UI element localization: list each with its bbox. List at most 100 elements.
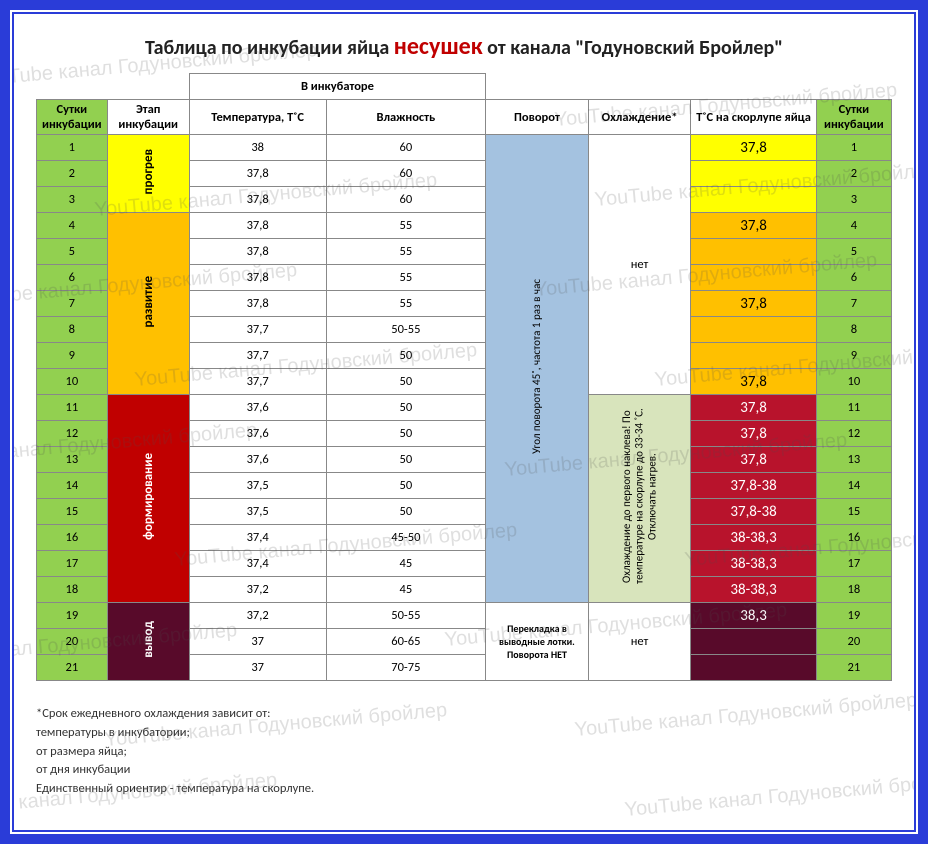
shell-temp-cell: 38,3 bbox=[691, 603, 816, 629]
temperature-cell: 37,6 bbox=[189, 447, 326, 473]
humidity-cell: 60 bbox=[326, 135, 486, 161]
shell-temp-cell bbox=[691, 187, 816, 213]
day-cell: 4 bbox=[37, 213, 108, 239]
header-humidity: Влажность bbox=[326, 100, 486, 135]
temperature-cell: 37 bbox=[189, 629, 326, 655]
turn-hatch-cell: Перекладка в выводные лотки. Поворота НЕ… bbox=[486, 603, 589, 681]
day-cell: 9 bbox=[37, 343, 108, 369]
temperature-cell: 37,8 bbox=[189, 161, 326, 187]
day-cell-right: 10 bbox=[816, 369, 891, 395]
cooling-cell: нет bbox=[588, 603, 691, 681]
temperature-cell: 37,8 bbox=[189, 187, 326, 213]
day-cell-right: 20 bbox=[816, 629, 891, 655]
day-cell: 2 bbox=[37, 161, 108, 187]
day-cell: 21 bbox=[37, 655, 108, 681]
header-days-right: Сутки инкубации bbox=[816, 100, 891, 135]
day-cell: 13 bbox=[37, 447, 108, 473]
table-row: 19вывод37,250-55Перекладка в выводные ло… bbox=[37, 603, 892, 629]
shell-temp-cell: 37,8-38 bbox=[691, 473, 816, 499]
temperature-cell: 37 bbox=[189, 655, 326, 681]
humidity-cell: 55 bbox=[326, 265, 486, 291]
day-cell-right: 21 bbox=[816, 655, 891, 681]
shell-temp-cell: 37,8 bbox=[691, 447, 816, 473]
day-cell-right: 14 bbox=[816, 473, 891, 499]
humidity-cell: 60-65 bbox=[326, 629, 486, 655]
day-cell-right: 1 bbox=[816, 135, 891, 161]
day-cell: 17 bbox=[37, 551, 108, 577]
page-title: Таблица по инкубации яйца несушек от кан… bbox=[36, 32, 892, 61]
temperature-cell: 37,6 bbox=[189, 395, 326, 421]
day-cell-right: 11 bbox=[816, 395, 891, 421]
header-shell-temp: Т˚С на скорлупе яйца bbox=[691, 100, 816, 135]
temperature-cell: 37,2 bbox=[189, 577, 326, 603]
header-cooling: Охлаждение* bbox=[588, 100, 691, 135]
footnote-line: температуры в инкубатории; bbox=[36, 724, 892, 743]
day-cell-right: 17 bbox=[816, 551, 891, 577]
header-turn: Поворот bbox=[486, 100, 589, 135]
footnote-line: от размера яйца; bbox=[36, 743, 892, 762]
shell-temp-cell bbox=[691, 265, 816, 291]
humidity-cell: 55 bbox=[326, 239, 486, 265]
footnote-line: *Срок ежедневного охлаждения зависит от: bbox=[36, 705, 892, 724]
day-cell: 7 bbox=[37, 291, 108, 317]
shell-temp-cell: 37,8-38 bbox=[691, 499, 816, 525]
shell-temp-cell: 37,8 bbox=[691, 213, 816, 239]
day-cell-right: 9 bbox=[816, 343, 891, 369]
day-cell-right: 19 bbox=[816, 603, 891, 629]
stage-cell: вывод bbox=[107, 603, 189, 681]
temperature-cell: 37,4 bbox=[189, 525, 326, 551]
humidity-cell: 55 bbox=[326, 291, 486, 317]
temperature-cell: 37,5 bbox=[189, 473, 326, 499]
turn-cell: Угол поворота 45˚, частота 1 раз в час bbox=[486, 135, 589, 603]
day-cell-right: 16 bbox=[816, 525, 891, 551]
day-cell-right: 4 bbox=[816, 213, 891, 239]
day-cell: 11 bbox=[37, 395, 108, 421]
day-cell: 6 bbox=[37, 265, 108, 291]
stage-cell: прогрев bbox=[107, 135, 189, 213]
humidity-cell: 45-50 bbox=[326, 525, 486, 551]
temperature-cell: 37,8 bbox=[189, 291, 326, 317]
day-cell: 8 bbox=[37, 317, 108, 343]
shell-temp-cell: 38-38,3 bbox=[691, 577, 816, 603]
temperature-cell: 37,8 bbox=[189, 213, 326, 239]
shell-temp-cell: 38-38,3 bbox=[691, 525, 816, 551]
footnote-line: от дня инкубации bbox=[36, 761, 892, 780]
temperature-cell: 37,7 bbox=[189, 317, 326, 343]
day-cell: 5 bbox=[37, 239, 108, 265]
humidity-cell: 50 bbox=[326, 499, 486, 525]
temperature-cell: 37,7 bbox=[189, 343, 326, 369]
humidity-cell: 50 bbox=[326, 369, 486, 395]
table-row: 4развитие37,85537,84 bbox=[37, 213, 892, 239]
incubation-table: В инкубаторе Сутки инкубации Этап инкуба… bbox=[36, 73, 892, 681]
humidity-cell: 50 bbox=[326, 395, 486, 421]
shell-temp-cell bbox=[691, 161, 816, 187]
title-pre: Таблица по инкубации яйца bbox=[145, 36, 394, 60]
day-cell-right: 12 bbox=[816, 421, 891, 447]
header-incubator: В инкубаторе bbox=[189, 74, 485, 100]
shell-temp-cell: 37,8 bbox=[691, 291, 816, 317]
temperature-cell: 37,7 bbox=[189, 369, 326, 395]
day-cell-right: 15 bbox=[816, 499, 891, 525]
humidity-cell: 50 bbox=[326, 421, 486, 447]
header-stage: Этап инкубации bbox=[107, 100, 189, 135]
day-cell: 20 bbox=[37, 629, 108, 655]
day-cell: 15 bbox=[37, 499, 108, 525]
table-row: 11формирование37,650Охлаждение до первог… bbox=[37, 395, 892, 421]
humidity-cell: 50 bbox=[326, 473, 486, 499]
shell-temp-cell: 37,8 bbox=[691, 421, 816, 447]
temperature-cell: 37,4 bbox=[189, 551, 326, 577]
day-cell-right: 7 bbox=[816, 291, 891, 317]
stage-cell: формирование bbox=[107, 395, 189, 603]
shell-temp-cell: 37,8 bbox=[691, 135, 816, 161]
temperature-cell: 37,8 bbox=[189, 265, 326, 291]
header-days-left: Сутки инкубации bbox=[37, 100, 108, 135]
day-cell-right: 5 bbox=[816, 239, 891, 265]
temperature-cell: 37,8 bbox=[189, 239, 326, 265]
shell-temp-cell bbox=[691, 239, 816, 265]
humidity-cell: 70-75 bbox=[326, 655, 486, 681]
shell-temp-cell: 37,8 bbox=[691, 395, 816, 421]
temperature-cell: 38 bbox=[189, 135, 326, 161]
shell-temp-cell: 38-38,3 bbox=[691, 551, 816, 577]
header-temperature: Температура, Т˚С bbox=[189, 100, 326, 135]
stage-cell: развитие bbox=[107, 213, 189, 395]
